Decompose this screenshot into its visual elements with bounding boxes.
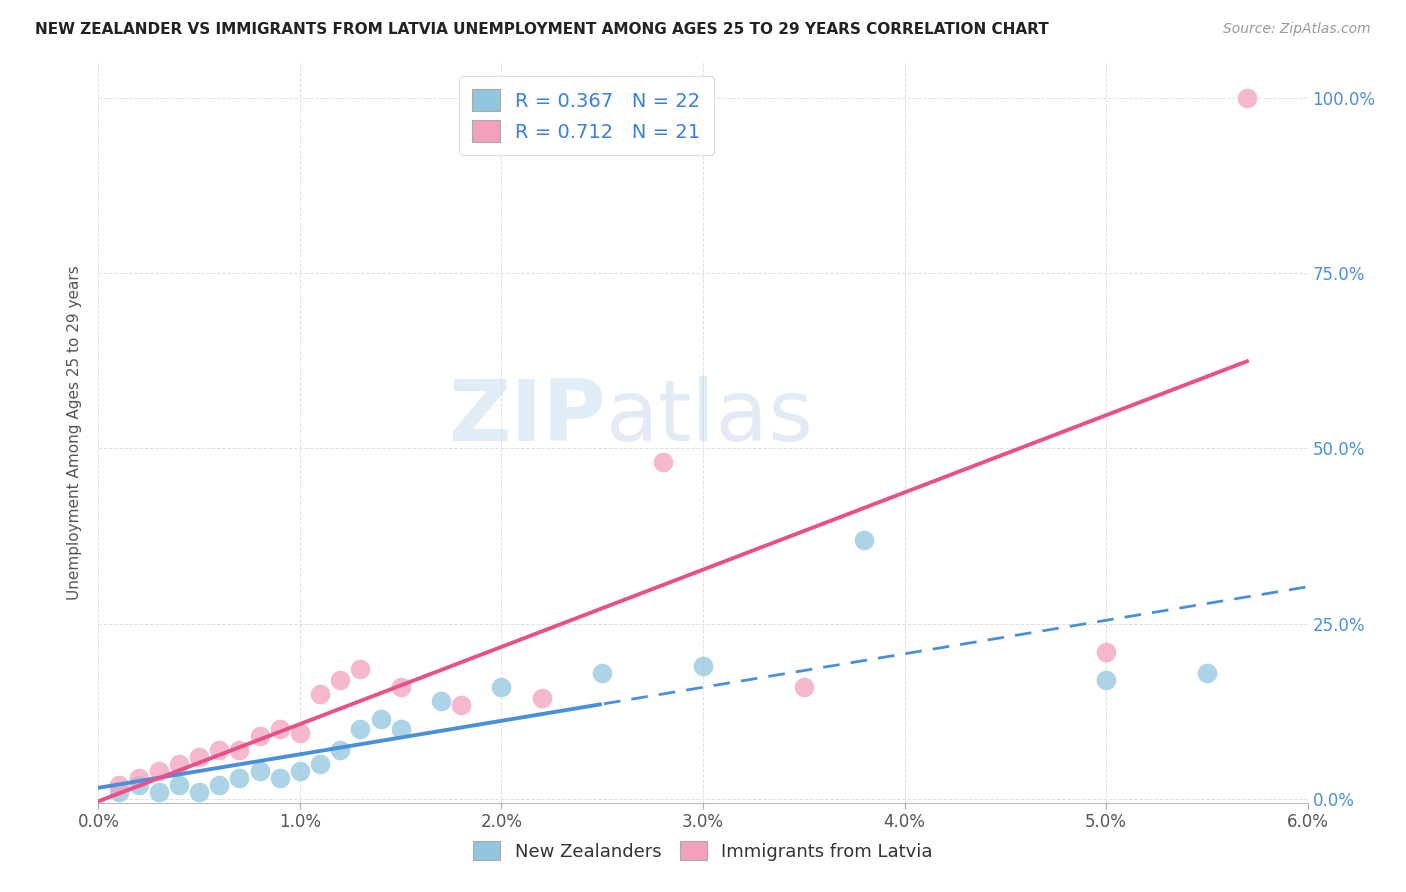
Point <box>269 771 291 785</box>
Point <box>1095 673 1118 687</box>
Point <box>107 785 129 799</box>
Point <box>1095 645 1118 659</box>
Point <box>269 722 291 736</box>
Point <box>591 665 613 680</box>
Point <box>389 722 412 736</box>
Point <box>188 750 211 764</box>
Point <box>853 533 876 547</box>
Point <box>128 778 150 792</box>
Point <box>249 729 271 743</box>
Point <box>370 712 392 726</box>
Point <box>148 764 170 779</box>
Point <box>188 785 211 799</box>
Point <box>1195 665 1218 680</box>
Point <box>167 757 190 772</box>
Point <box>128 771 150 785</box>
Text: atlas: atlas <box>606 376 814 459</box>
Point <box>349 722 371 736</box>
Y-axis label: Unemployment Among Ages 25 to 29 years: Unemployment Among Ages 25 to 29 years <box>67 265 83 600</box>
Point <box>349 663 371 677</box>
Point <box>430 694 453 708</box>
Point <box>228 743 250 757</box>
Point <box>793 680 815 694</box>
Point <box>692 659 714 673</box>
Point <box>288 764 311 779</box>
Point <box>491 680 513 694</box>
Point <box>450 698 472 712</box>
Point <box>107 778 129 792</box>
Point <box>1236 90 1258 104</box>
Point <box>288 725 311 739</box>
Point <box>249 764 271 779</box>
Point <box>530 690 553 705</box>
Point <box>309 687 332 701</box>
Point <box>208 778 231 792</box>
Point <box>329 743 352 757</box>
Point <box>651 455 673 469</box>
Point <box>309 757 332 772</box>
Point <box>167 778 190 792</box>
Point <box>329 673 352 687</box>
Point <box>228 771 250 785</box>
Point <box>148 785 170 799</box>
Text: NEW ZEALANDER VS IMMIGRANTS FROM LATVIA UNEMPLOYMENT AMONG AGES 25 TO 29 YEARS C: NEW ZEALANDER VS IMMIGRANTS FROM LATVIA … <box>35 22 1049 37</box>
Legend: New Zealanders, Immigrants from Latvia: New Zealanders, Immigrants from Latvia <box>467 834 939 868</box>
Point <box>389 680 412 694</box>
Point <box>208 743 231 757</box>
Text: ZIP: ZIP <box>449 376 606 459</box>
Text: Source: ZipAtlas.com: Source: ZipAtlas.com <box>1223 22 1371 37</box>
